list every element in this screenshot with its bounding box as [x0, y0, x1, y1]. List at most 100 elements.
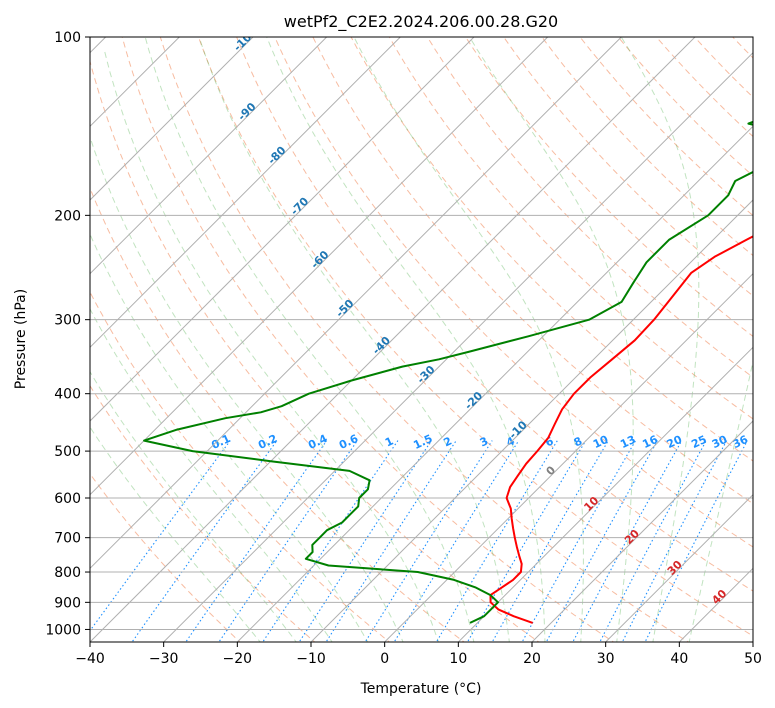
- mixing-ratio-label: 25: [689, 433, 708, 451]
- sounding-profiles: [143, 120, 753, 624]
- mixing-ratio-line: [545, 440, 659, 642]
- mixing-ratio-line: [491, 440, 609, 642]
- mixing-ratio-label: 0.4: [306, 432, 329, 452]
- moist-adiabat-line: [90, 426, 261, 642]
- isotherm-label-warm: 30: [665, 558, 685, 578]
- dry-adiabat-line: [350, 37, 753, 462]
- isotherm-line: [752, 641, 753, 642]
- isotherm-line: [678, 567, 753, 642]
- mixing-ratio-label: 16: [640, 433, 660, 451]
- mixing-ratio-label: 30: [710, 433, 730, 451]
- mixing-ratio-label: 10: [591, 433, 611, 451]
- isotherm-line: [236, 125, 753, 642]
- mixing-ratio-label: 1: [383, 434, 395, 449]
- x-tick-label: −30: [149, 651, 179, 667]
- moist-adiabats: [90, 37, 753, 642]
- dry-adiabat-line: [465, 37, 753, 338]
- isotherm-line: [457, 346, 753, 642]
- dry-adiabat-line: [121, 37, 615, 642]
- mixing-ratio-label: 2: [442, 434, 454, 449]
- x-tick-label: −40: [75, 651, 105, 667]
- dry-adiabat-line: [579, 37, 753, 217]
- y-axis-ticks: 1000 900 800 700 600 500 400 300 200 100: [45, 30, 90, 638]
- isotherm-label-cold: -70: [288, 195, 311, 218]
- isotherm-line: [531, 420, 753, 642]
- moist-adiabat-line: [90, 135, 404, 642]
- isotherm-label-cold: -100: [231, 25, 260, 54]
- isotherm-line: [384, 272, 753, 642]
- mixing-ratio-line: [621, 440, 728, 642]
- x-tick-label: 40: [670, 651, 688, 667]
- isotherm-label-cold: -30: [414, 363, 437, 386]
- dry-adiabat-line: [236, 37, 753, 592]
- isotherm-line: [90, 37, 696, 642]
- temperature-profile-line: [489, 235, 753, 624]
- isotherm-label-cold: -80: [265, 144, 288, 167]
- mixing-ratio-label: 13: [618, 433, 637, 451]
- mixing-ratio-line: [364, 440, 493, 642]
- mixing-ratio-label: 36: [731, 433, 751, 451]
- y-tick-label: 300: [54, 313, 81, 329]
- moist-adiabat-line: [144, 37, 475, 642]
- dry-adiabat-line: [426, 37, 753, 379]
- isotherm-line: [90, 37, 475, 422]
- x-tick-label: 0: [380, 651, 389, 667]
- isotherm-label-warm: 40: [709, 587, 729, 607]
- dry-adiabat-line: [388, 37, 753, 420]
- y-tick-label: 100: [54, 30, 81, 46]
- isotherm-line: [163, 51, 753, 642]
- isotherm-label-warm: 10: [581, 494, 601, 514]
- dry-adiabat-line: [90, 384, 316, 642]
- isotherm-line: [90, 37, 549, 496]
- x-tick-label: 20: [523, 651, 541, 667]
- moist-adiabat-line: [688, 358, 753, 642]
- moist-adiabat-line: [90, 370, 297, 642]
- moist-adiabat-line: [266, 37, 546, 642]
- x-tick-label: −10: [296, 651, 326, 667]
- dry-adiabat-line: [312, 37, 753, 505]
- moist-adiabat-line: [90, 232, 369, 642]
- dry-adiabat-line: [197, 37, 753, 637]
- x-tick-label: −20: [223, 651, 253, 667]
- y-tick-label: 900: [54, 595, 81, 611]
- y-tick-label: 700: [54, 531, 81, 547]
- y-tick-label: 500: [54, 444, 81, 460]
- y-tick-label: 600: [54, 491, 81, 507]
- x-axis-title: Temperature (°C): [360, 681, 482, 697]
- y-axis-title: Pressure (hPa): [13, 289, 29, 389]
- dry-adiabat-line: [90, 291, 391, 642]
- dry-adiabat-line: [541, 37, 753, 257]
- y-tick-label: 800: [54, 565, 81, 581]
- isotherm-label-cold: -20: [462, 389, 485, 412]
- mixing-ratio-line: [521, 440, 637, 642]
- mixing-ratio-line: [185, 440, 328, 642]
- dry-adiabat-line: [732, 37, 753, 59]
- y-tick-label: 200: [54, 208, 81, 224]
- mixing-ratio-line: [262, 440, 399, 642]
- dry-adiabat-line: [90, 472, 241, 642]
- mixing-ratio-line: [90, 440, 231, 632]
- isotherm-line: [90, 37, 401, 349]
- chart-title: wetPf2_C2E2.2024.206.00.28.G20: [284, 12, 558, 32]
- dry-adiabat-line: [503, 37, 753, 297]
- pressure-gridlines: [90, 37, 753, 630]
- isotherm-label-warm: 20: [622, 527, 642, 547]
- x-tick-label: 10: [449, 651, 467, 667]
- plot-area: 0.10.20.40.611.52346810131620253036 -100…: [90, 25, 753, 642]
- plot-frame: [89, 36, 754, 643]
- isotherm-line: [310, 199, 753, 642]
- mixing-ratio-line: [298, 440, 432, 642]
- dry-adiabat-line: [159, 37, 690, 642]
- mixing-ratio-line: [599, 440, 707, 642]
- mixing-ratio-line: [435, 440, 558, 642]
- mixing-ratio-label: 20: [665, 433, 685, 451]
- x-tick-label: 50: [744, 651, 762, 667]
- y-tick-label: 400: [54, 387, 81, 403]
- y-tick-label: 1000: [45, 622, 81, 638]
- isotherm-line: [90, 37, 254, 201]
- mixing-ratio-line: [131, 440, 278, 642]
- mixing-ratio-line: [325, 440, 457, 642]
- dry-adiabat-line: [274, 37, 753, 548]
- isotherm-label-cold: -40: [370, 334, 393, 357]
